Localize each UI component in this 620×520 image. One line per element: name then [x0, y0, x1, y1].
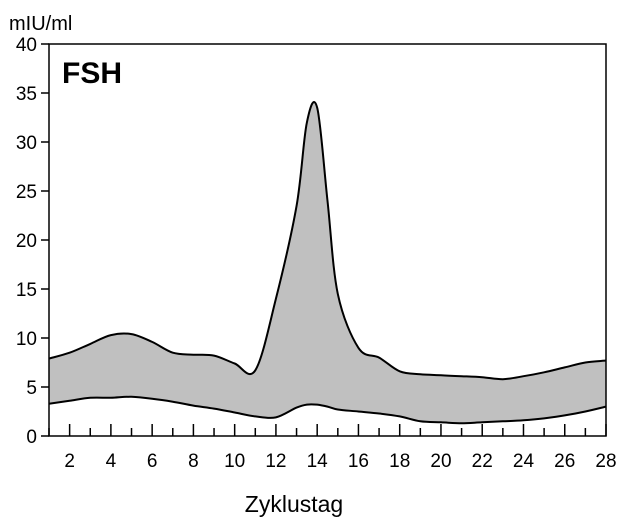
y-tick-label: 25 [16, 182, 37, 203]
y-tick-label: 35 [16, 84, 37, 105]
y-tick-label: 15 [16, 280, 37, 301]
y-tick-label: 40 [16, 35, 37, 56]
x-tick-label: 24 [513, 451, 535, 472]
x-tick-label: 8 [188, 451, 199, 472]
x-axis: 2 4 6 8 10 12 14 16 18 20 22 24 26 28 [48, 424, 617, 472]
fsh-lower-line [48, 395, 607, 425]
x-tick-label: 28 [595, 451, 616, 472]
x-tick-label: 16 [348, 451, 369, 472]
x-axis-title: Zyklustag [245, 491, 343, 517]
x-tick-label: 6 [147, 451, 158, 472]
y-tick-label: 5 [26, 378, 37, 399]
y-tick-label: 10 [16, 329, 37, 350]
x-tick-label: 26 [554, 451, 575, 472]
x-tick-label: 20 [430, 451, 451, 472]
chart-title: FSH [62, 57, 122, 90]
x-tick-label: 2 [64, 451, 75, 472]
y-tick-label: 30 [16, 133, 37, 154]
y-tick-label: 0 [26, 427, 37, 448]
x-tick-label: 22 [472, 451, 493, 472]
fsh-upper-line [48, 101, 607, 381]
x-tick-label: 12 [265, 451, 286, 472]
fsh-range-area [49, 102, 606, 424]
y-axis: 0 5 10 15 20 25 30 35 40 [16, 35, 49, 448]
x-tick-label: 18 [389, 451, 410, 472]
y-axis-unit-label: mIU/ml [9, 13, 72, 35]
x-tick-label: 14 [307, 451, 329, 472]
x-tick-label: 10 [224, 451, 245, 472]
y-tick-label: 20 [16, 231, 37, 252]
x-tick-label: 4 [106, 451, 117, 472]
